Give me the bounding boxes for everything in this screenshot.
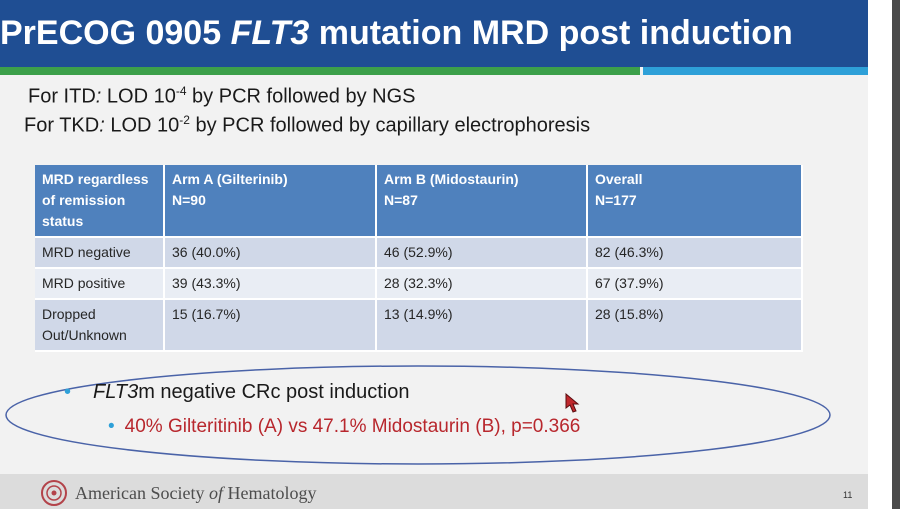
lod-itd-rest: by PCR followed by NGS <box>186 85 416 108</box>
org-name-part: Hematology <box>222 483 317 503</box>
bullet1-text: m negative CRc post induction <box>138 381 410 403</box>
lod-tkd-label: For TKD <box>24 114 100 137</box>
bullet-dot-icon: • <box>108 416 115 437</box>
lod-tkd-rest: by PCR followed by capillary electrophor… <box>189 114 591 137</box>
lod-tkd-line: For TKD: LOD 10-2 by PCR followed by cap… <box>24 113 590 138</box>
slide: PrECOG 0905 FLT3 mutation MRD post induc… <box>0 0 868 509</box>
slide-title: PrECOG 0905 FLT3 mutation MRD post induc… <box>0 14 793 53</box>
footer: American Society of Hematology 11 <box>0 474 868 509</box>
row-label-line: Dropped <box>42 306 96 322</box>
org-name: American Society of Hematology <box>75 483 316 504</box>
row-label: MRD positive <box>35 268 165 300</box>
header-overall: Overall N=177 <box>587 165 803 238</box>
ash-logo-icon <box>41 480 67 506</box>
header-line: Arm A (Gilterinib) <box>172 171 288 187</box>
lod-itd-colon: : <box>95 85 102 108</box>
cell-arm-b: 13 (14.9%) <box>376 299 588 352</box>
lod-itd-line: For ITD: LOD 10-4 by PCR followed by NGS <box>28 84 415 109</box>
cell-overall: 67 (37.9%) <box>587 268 803 300</box>
title-prefix: PrECOG 0905 <box>0 14 222 52</box>
bullet-dot-icon: • <box>64 381 72 403</box>
header-line: N=90 <box>172 192 206 208</box>
lod-itd-exponent: -4 <box>175 84 187 98</box>
header-line: of remission <box>42 192 126 208</box>
header-arm-a: Arm A (Gilterinib) N=90 <box>164 165 377 238</box>
row-label-line: Out/Unknown <box>42 327 127 343</box>
lod-itd-text: LOD 10 <box>101 85 176 108</box>
cell-arm-b: 28 (32.3%) <box>376 268 588 300</box>
org-name-italic: of <box>208 483 223 503</box>
header-line: MRD regardless <box>42 171 149 187</box>
header-line: N=87 <box>384 192 418 208</box>
header-mrd-regardless: MRD regardless of remission status <box>35 165 165 238</box>
cell-arm-a: 39 (43.3%) <box>164 268 377 300</box>
title-gene: FLT3 <box>230 14 310 52</box>
right-edge <box>892 0 900 509</box>
mrd-table: MRD regardless of remission status Arm A (… <box>35 165 803 352</box>
lod-tkd-text: LOD 10 <box>104 114 180 137</box>
header-arm-b: Arm B (Midostaurin) N=87 <box>376 165 588 238</box>
lod-tkd-exponent: -2 <box>179 113 190 127</box>
cell-overall: 82 (46.3%) <box>587 237 803 269</box>
lod-itd-label: For ITD <box>28 85 96 108</box>
bullet2-text: 40% Gilteritinib (A) vs 47.1% Midostauri… <box>124 416 581 437</box>
page-number: 11 <box>843 490 853 500</box>
table-row: MRD negative 36 (40.0%) 46 (52.9%) 82 (4… <box>35 237 803 269</box>
table-header-row: MRD regardless of remission status Arm A (… <box>35 165 803 238</box>
bullet-result: • 40% Gilteritinib (A) vs 47.1% Midostaur… <box>108 416 580 438</box>
row-label: MRD negative <box>35 237 165 269</box>
header-line: Arm B (Midostaurin) <box>384 171 519 187</box>
cell-arm-a: 36 (40.0%) <box>164 237 377 269</box>
row-label: Dropped Out/Unknown <box>35 299 165 352</box>
title-suffix: mutation MRD post induction <box>318 14 793 52</box>
highlight-ellipse <box>5 365 831 465</box>
bullet1-gene: FLT3 <box>93 381 139 403</box>
org-name-part: American Society <box>75 483 209 503</box>
table-row: MRD positive 39 (43.3%) 28 (32.3%) 67 (3… <box>35 268 803 300</box>
accent-bar-blue <box>643 67 868 75</box>
header-line: N=177 <box>595 192 637 208</box>
header-line: status <box>42 213 84 229</box>
cell-arm-a: 15 (16.7%) <box>164 299 377 352</box>
accent-bar-green <box>0 67 640 75</box>
cell-overall: 28 (15.8%) <box>587 299 803 352</box>
cursor-icon <box>565 392 580 413</box>
lod-tkd-colon: : <box>99 114 105 137</box>
table-row: Dropped Out/Unknown 15 (16.7%) 13 (14.9%)… <box>35 299 803 352</box>
header-line: Overall <box>595 171 643 187</box>
title-bar: PrECOG 0905 FLT3 mutation MRD post induc… <box>0 0 868 67</box>
bullet-flt3m-negative: • FLT3m negative CRc post induction <box>64 381 409 404</box>
cell-arm-b: 46 (52.9%) <box>376 237 588 269</box>
